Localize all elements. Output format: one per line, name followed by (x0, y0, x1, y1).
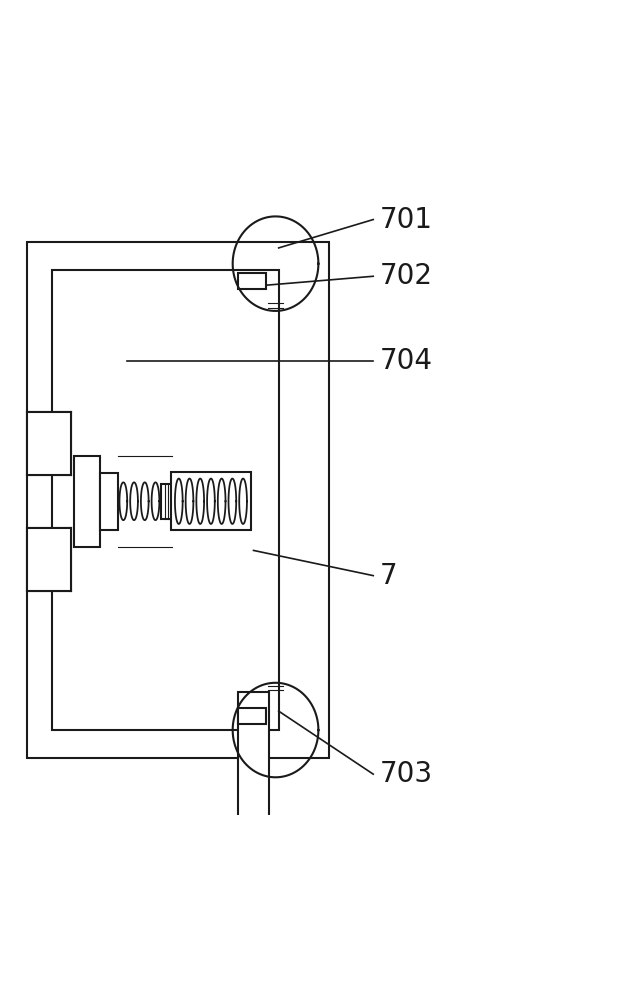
FancyBboxPatch shape (101, 473, 118, 530)
Text: 7: 7 (380, 562, 397, 590)
FancyBboxPatch shape (238, 692, 269, 1000)
FancyBboxPatch shape (27, 412, 71, 475)
Text: 702: 702 (380, 262, 432, 290)
FancyBboxPatch shape (171, 472, 251, 530)
FancyBboxPatch shape (52, 270, 279, 730)
FancyBboxPatch shape (27, 528, 71, 591)
FancyBboxPatch shape (74, 456, 101, 547)
Text: 701: 701 (380, 206, 432, 234)
FancyBboxPatch shape (27, 242, 329, 758)
FancyBboxPatch shape (238, 273, 266, 289)
Text: 703: 703 (380, 760, 432, 788)
Text: 704: 704 (380, 347, 432, 375)
FancyBboxPatch shape (238, 708, 266, 724)
FancyBboxPatch shape (161, 484, 172, 519)
